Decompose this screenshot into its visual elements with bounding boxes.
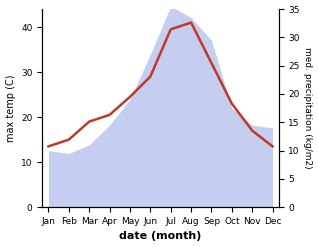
Y-axis label: med. precipitation (kg/m2): med. precipitation (kg/m2): [303, 47, 313, 169]
Y-axis label: max temp (C): max temp (C): [5, 74, 16, 142]
X-axis label: date (month): date (month): [119, 231, 202, 242]
